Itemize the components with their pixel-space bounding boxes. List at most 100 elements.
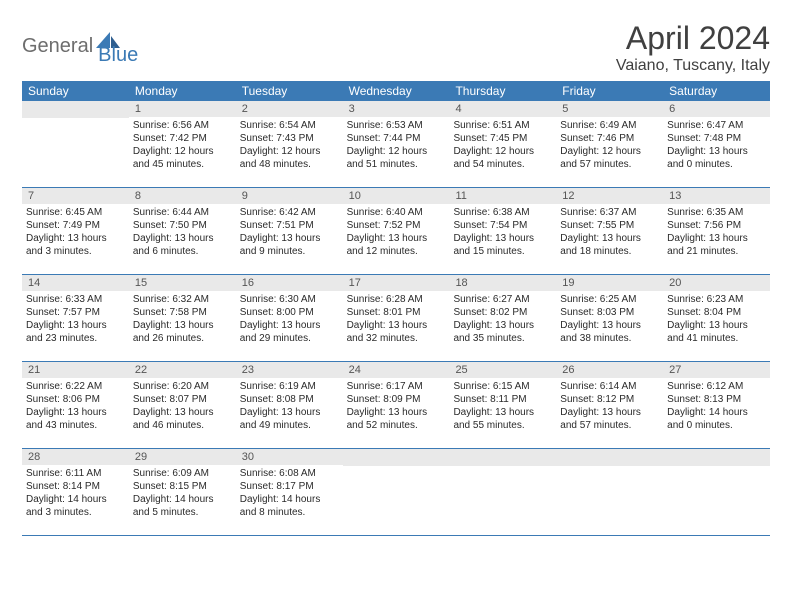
daylight-text: Daylight: 13 hours and 41 minutes. xyxy=(667,319,766,345)
day-number: 11 xyxy=(449,188,556,204)
day-number: 3 xyxy=(343,101,450,117)
sunrise-text: Sunrise: 6:30 AM xyxy=(240,293,339,306)
calendar-cell: 8Sunrise: 6:44 AMSunset: 7:50 PMDaylight… xyxy=(129,188,236,274)
calendar-cell: 25Sunrise: 6:15 AMSunset: 8:11 PMDayligh… xyxy=(449,362,556,448)
sunrise-text: Sunrise: 6:51 AM xyxy=(453,119,552,132)
day-details: Sunrise: 6:54 AMSunset: 7:43 PMDaylight:… xyxy=(236,117,343,175)
calendar-cell: 6Sunrise: 6:47 AMSunset: 7:48 PMDaylight… xyxy=(663,101,770,187)
day-details: Sunrise: 6:11 AMSunset: 8:14 PMDaylight:… xyxy=(22,465,129,523)
calendar-cell: 30Sunrise: 6:08 AMSunset: 8:17 PMDayligh… xyxy=(236,449,343,535)
day-number: 30 xyxy=(236,449,343,465)
daylight-text: Daylight: 12 hours and 57 minutes. xyxy=(560,145,659,171)
sunrise-text: Sunrise: 6:09 AM xyxy=(133,467,232,480)
calendar-week: 7Sunrise: 6:45 AMSunset: 7:49 PMDaylight… xyxy=(22,188,770,275)
day-details: Sunrise: 6:27 AMSunset: 8:02 PMDaylight:… xyxy=(449,291,556,349)
sunrise-text: Sunrise: 6:49 AM xyxy=(560,119,659,132)
daylight-text: Daylight: 13 hours and 57 minutes. xyxy=(560,406,659,432)
calendar-cell: 23Sunrise: 6:19 AMSunset: 8:08 PMDayligh… xyxy=(236,362,343,448)
logo: General Blue xyxy=(22,20,138,67)
day-number: 19 xyxy=(556,275,663,291)
calendar-cell: 19Sunrise: 6:25 AMSunset: 8:03 PMDayligh… xyxy=(556,275,663,361)
sunset-text: Sunset: 7:44 PM xyxy=(347,132,446,145)
day-details: Sunrise: 6:15 AMSunset: 8:11 PMDaylight:… xyxy=(449,378,556,436)
sunset-text: Sunset: 8:11 PM xyxy=(453,393,552,406)
calendar-week: 21Sunrise: 6:22 AMSunset: 8:06 PMDayligh… xyxy=(22,362,770,449)
daylight-text: Daylight: 13 hours and 52 minutes. xyxy=(347,406,446,432)
sunrise-text: Sunrise: 6:22 AM xyxy=(26,380,125,393)
calendar-cell: 29Sunrise: 6:09 AMSunset: 8:15 PMDayligh… xyxy=(129,449,236,535)
day-details: Sunrise: 6:12 AMSunset: 8:13 PMDaylight:… xyxy=(663,378,770,436)
day-details: Sunrise: 6:19 AMSunset: 8:08 PMDaylight:… xyxy=(236,378,343,436)
day-number: 12 xyxy=(556,188,663,204)
sunrise-text: Sunrise: 6:53 AM xyxy=(347,119,446,132)
day-details: Sunrise: 6:23 AMSunset: 8:04 PMDaylight:… xyxy=(663,291,770,349)
logo-text-2: Blue xyxy=(98,44,138,67)
daylight-text: Daylight: 13 hours and 23 minutes. xyxy=(26,319,125,345)
sunset-text: Sunset: 7:57 PM xyxy=(26,306,125,319)
sunset-text: Sunset: 7:50 PM xyxy=(133,219,232,232)
sunset-text: Sunset: 7:56 PM xyxy=(667,219,766,232)
daylight-text: Daylight: 13 hours and 3 minutes. xyxy=(26,232,125,258)
sunset-text: Sunset: 8:02 PM xyxy=(453,306,552,319)
calendar-cell: 7Sunrise: 6:45 AMSunset: 7:49 PMDaylight… xyxy=(22,188,129,274)
calendar-cell xyxy=(343,449,450,535)
sunrise-text: Sunrise: 6:44 AM xyxy=(133,206,232,219)
location-label: Vaiano, Tuscany, Italy xyxy=(616,57,770,75)
day-number xyxy=(449,449,556,466)
sunset-text: Sunset: 8:17 PM xyxy=(240,480,339,493)
calendar-cell: 10Sunrise: 6:40 AMSunset: 7:52 PMDayligh… xyxy=(343,188,450,274)
sunrise-text: Sunrise: 6:28 AM xyxy=(347,293,446,306)
sunrise-text: Sunrise: 6:27 AM xyxy=(453,293,552,306)
sunrise-text: Sunrise: 6:37 AM xyxy=(560,206,659,219)
calendar-cell: 14Sunrise: 6:33 AMSunset: 7:57 PMDayligh… xyxy=(22,275,129,361)
day-number: 20 xyxy=(663,275,770,291)
sunset-text: Sunset: 7:51 PM xyxy=(240,219,339,232)
day-details: Sunrise: 6:37 AMSunset: 7:55 PMDaylight:… xyxy=(556,204,663,262)
day-number: 4 xyxy=(449,101,556,117)
day-details: Sunrise: 6:47 AMSunset: 7:48 PMDaylight:… xyxy=(663,117,770,175)
day-details: Sunrise: 6:09 AMSunset: 8:15 PMDaylight:… xyxy=(129,465,236,523)
daylight-text: Daylight: 13 hours and 9 minutes. xyxy=(240,232,339,258)
calendar-cell xyxy=(556,449,663,535)
calendar-cell: 2Sunrise: 6:54 AMSunset: 7:43 PMDaylight… xyxy=(236,101,343,187)
calendar-cell: 22Sunrise: 6:20 AMSunset: 8:07 PMDayligh… xyxy=(129,362,236,448)
sunrise-text: Sunrise: 6:19 AM xyxy=(240,380,339,393)
day-details: Sunrise: 6:14 AMSunset: 8:12 PMDaylight:… xyxy=(556,378,663,436)
sunset-text: Sunset: 8:06 PM xyxy=(26,393,125,406)
day-details: Sunrise: 6:53 AMSunset: 7:44 PMDaylight:… xyxy=(343,117,450,175)
calendar-cell: 9Sunrise: 6:42 AMSunset: 7:51 PMDaylight… xyxy=(236,188,343,274)
day-number: 6 xyxy=(663,101,770,117)
day-details: Sunrise: 6:28 AMSunset: 8:01 PMDaylight:… xyxy=(343,291,450,349)
day-number: 29 xyxy=(129,449,236,465)
sunrise-text: Sunrise: 6:11 AM xyxy=(26,467,125,480)
calendar-cell xyxy=(663,449,770,535)
daylight-text: Daylight: 13 hours and 12 minutes. xyxy=(347,232,446,258)
sunrise-text: Sunrise: 6:32 AM xyxy=(133,293,232,306)
sunrise-text: Sunrise: 6:17 AM xyxy=(347,380,446,393)
day-number: 2 xyxy=(236,101,343,117)
weekday-header: Monday xyxy=(129,81,236,101)
daylight-text: Daylight: 13 hours and 26 minutes. xyxy=(133,319,232,345)
sunset-text: Sunset: 8:15 PM xyxy=(133,480,232,493)
sunset-text: Sunset: 7:42 PM xyxy=(133,132,232,145)
sunset-text: Sunset: 7:55 PM xyxy=(560,219,659,232)
day-details: Sunrise: 6:40 AMSunset: 7:52 PMDaylight:… xyxy=(343,204,450,262)
daylight-text: Daylight: 12 hours and 48 minutes. xyxy=(240,145,339,171)
calendar-cell: 1Sunrise: 6:56 AMSunset: 7:42 PMDaylight… xyxy=(129,101,236,187)
sunset-text: Sunset: 8:04 PM xyxy=(667,306,766,319)
sunset-text: Sunset: 7:45 PM xyxy=(453,132,552,145)
daylight-text: Daylight: 13 hours and 38 minutes. xyxy=(560,319,659,345)
sunset-text: Sunset: 8:08 PM xyxy=(240,393,339,406)
sunset-text: Sunset: 8:09 PM xyxy=(347,393,446,406)
sunrise-text: Sunrise: 6:20 AM xyxy=(133,380,232,393)
sunrise-text: Sunrise: 6:25 AM xyxy=(560,293,659,306)
day-number: 26 xyxy=(556,362,663,378)
daylight-text: Daylight: 14 hours and 5 minutes. xyxy=(133,493,232,519)
day-number: 10 xyxy=(343,188,450,204)
day-number: 25 xyxy=(449,362,556,378)
weekday-header: Tuesday xyxy=(236,81,343,101)
sunset-text: Sunset: 7:52 PM xyxy=(347,219,446,232)
daylight-text: Daylight: 14 hours and 3 minutes. xyxy=(26,493,125,519)
sunset-text: Sunset: 7:54 PM xyxy=(453,219,552,232)
day-details: Sunrise: 6:33 AMSunset: 7:57 PMDaylight:… xyxy=(22,291,129,349)
